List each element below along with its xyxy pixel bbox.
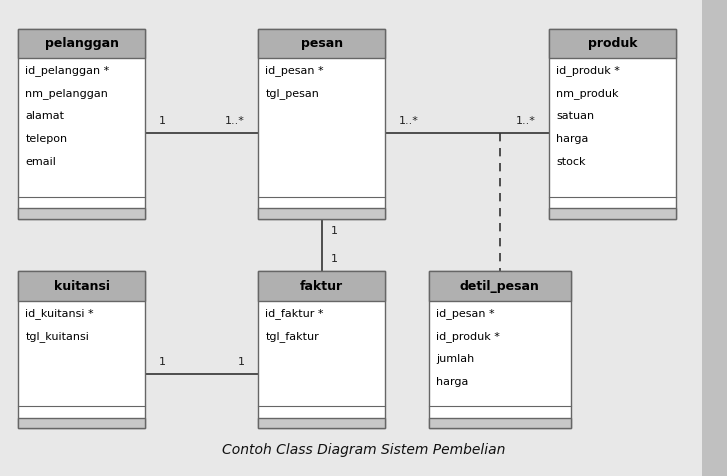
Bar <box>549 29 676 58</box>
Bar <box>429 271 571 301</box>
Text: kuitansi: kuitansi <box>54 279 110 293</box>
Text: id_faktur *: id_faktur * <box>265 308 324 319</box>
Bar <box>18 29 145 58</box>
Bar <box>702 0 727 476</box>
Text: 1: 1 <box>331 254 337 264</box>
Bar <box>549 208 676 219</box>
Text: id_produk *: id_produk * <box>436 331 500 342</box>
Text: nm_produk: nm_produk <box>556 88 619 99</box>
Bar <box>18 208 145 219</box>
Text: 1: 1 <box>158 116 166 126</box>
Bar <box>549 29 676 219</box>
Text: 1..*: 1..* <box>516 116 536 126</box>
Text: satuan: satuan <box>556 111 594 121</box>
Text: jumlah: jumlah <box>436 354 475 364</box>
Text: 1..*: 1..* <box>398 116 418 126</box>
Bar <box>258 271 385 428</box>
Text: 1: 1 <box>158 357 166 367</box>
Text: harga: harga <box>556 134 589 144</box>
Text: 1: 1 <box>331 226 337 236</box>
Text: tgl_pesan: tgl_pesan <box>265 88 319 99</box>
Bar <box>258 29 385 58</box>
Text: id_pesan *: id_pesan * <box>265 65 324 76</box>
Bar <box>18 418 145 428</box>
Bar <box>258 418 385 428</box>
Text: alamat: alamat <box>25 111 65 121</box>
Text: id_pesan *: id_pesan * <box>436 308 495 319</box>
Text: nm_pelanggan: nm_pelanggan <box>25 88 108 99</box>
Bar <box>258 29 385 219</box>
Text: Contoh Class Diagram Sistem Pembelian: Contoh Class Diagram Sistem Pembelian <box>222 443 505 457</box>
Bar <box>258 208 385 219</box>
Text: tgl_kuitansi: tgl_kuitansi <box>25 331 89 342</box>
Text: 1..*: 1..* <box>225 116 245 126</box>
Text: pelanggan: pelanggan <box>45 37 119 50</box>
Text: id_kuitansi *: id_kuitansi * <box>25 308 94 319</box>
Bar <box>429 271 571 428</box>
Text: telepon: telepon <box>25 134 68 144</box>
Bar <box>258 271 385 301</box>
Bar <box>18 271 145 301</box>
Text: faktur: faktur <box>300 279 343 293</box>
Bar <box>18 271 145 428</box>
Bar <box>18 29 145 219</box>
Text: stock: stock <box>556 157 586 167</box>
Text: pesan: pesan <box>301 37 342 50</box>
Text: id_pelanggan *: id_pelanggan * <box>25 65 110 76</box>
Text: 1: 1 <box>238 357 245 367</box>
Bar <box>429 418 571 428</box>
Text: detil_pesan: detil_pesan <box>460 279 539 293</box>
Text: harga: harga <box>436 377 469 387</box>
Text: produk: produk <box>587 37 638 50</box>
Text: email: email <box>25 157 56 167</box>
Text: id_produk *: id_produk * <box>556 65 620 76</box>
Text: tgl_faktur: tgl_faktur <box>265 331 319 342</box>
